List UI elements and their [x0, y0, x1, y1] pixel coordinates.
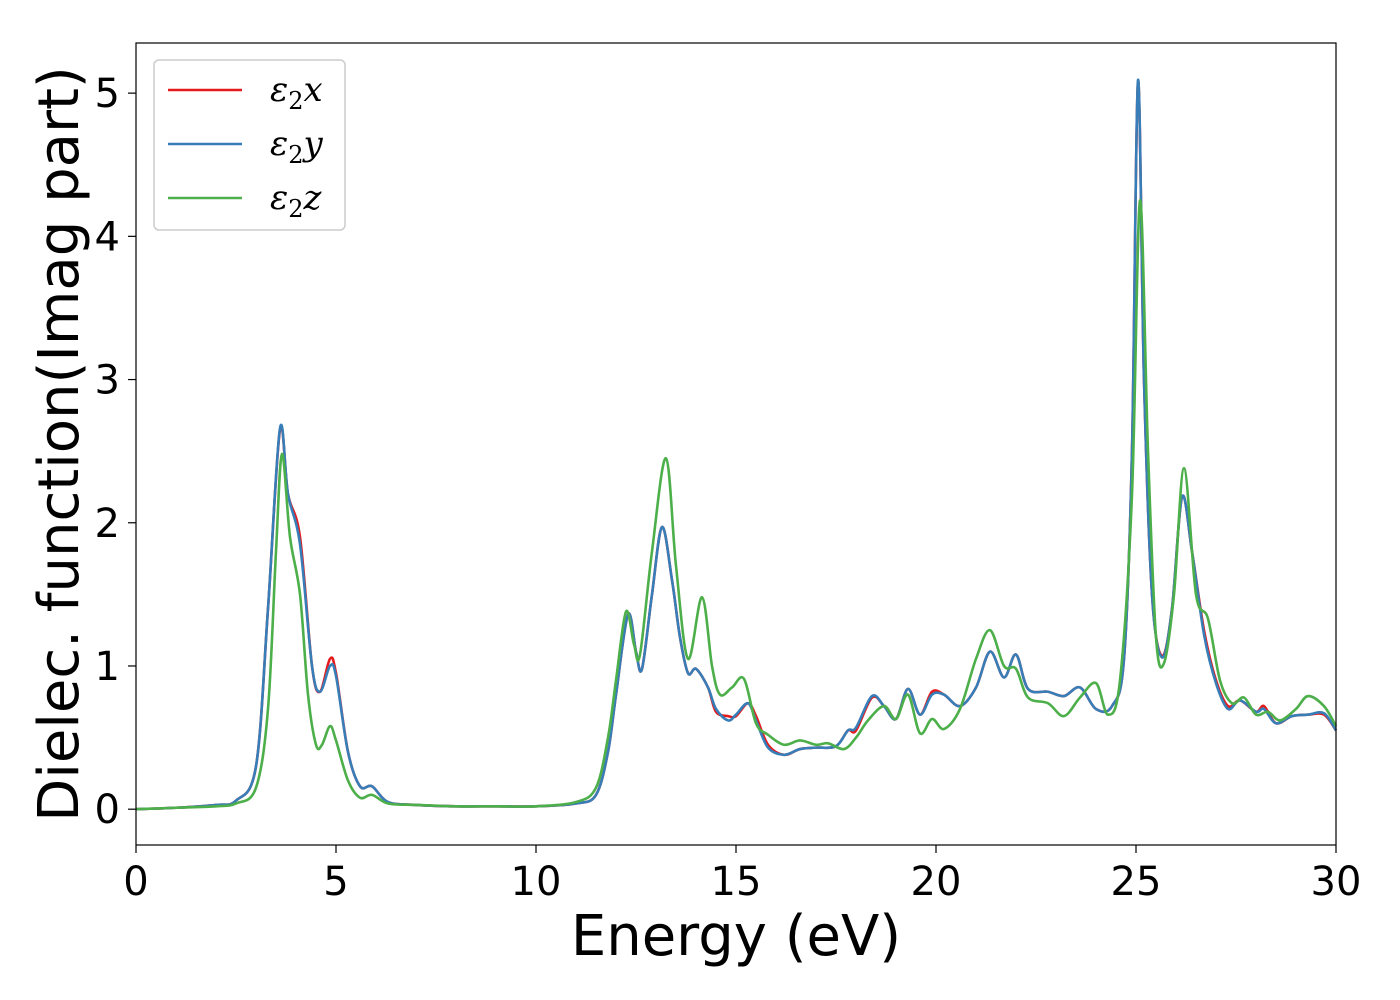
series-layer: [135, 78, 1338, 811]
x-axis-ticks: 0 5 10 15 20 25 30: [123, 845, 1361, 905]
x-tick-label: 0: [123, 859, 148, 905]
x-tick-label: 15: [711, 859, 762, 905]
y-tick-label: 5: [95, 71, 120, 117]
x-tick-label: 30: [1311, 859, 1362, 905]
y-tick-label: 1: [95, 644, 120, 690]
legend-frame: [153, 59, 346, 231]
x-axis-label: Energy (eV): [571, 904, 901, 969]
legend-label-x: ε2x: [270, 70, 323, 115]
legend: ε2x ε2y ε2z: [153, 59, 346, 231]
series-line-z: [135, 199, 1338, 811]
y-tick-label: 3: [95, 358, 120, 404]
y-tick-label: 0: [95, 787, 120, 833]
y-axis-label: Dielec. function(Imag part): [27, 66, 92, 822]
legend-label-z: ε2z: [270, 178, 323, 223]
y-tick-label: 2: [95, 501, 120, 547]
x-tick-label: 10: [511, 859, 562, 905]
legend-label-y: ε2y: [270, 124, 324, 169]
x-tick-label: 25: [1111, 859, 1162, 905]
x-tick-label: 5: [323, 859, 348, 905]
x-tick-label: 20: [911, 859, 962, 905]
y-axis-ticks: 0 1 2 3 4 5: [95, 71, 136, 833]
y-tick-label: 4: [95, 214, 120, 260]
